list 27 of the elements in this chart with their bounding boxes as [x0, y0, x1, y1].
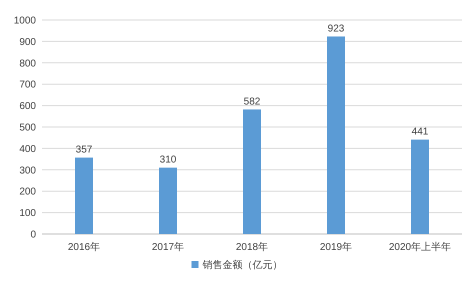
bar: [411, 140, 429, 234]
x-tick-label: 2020年上半年: [388, 241, 452, 253]
data-label: 582: [244, 96, 261, 108]
data-label: 923: [328, 23, 345, 34]
x-tick-label: 2017年: [152, 241, 184, 253]
bar: [327, 36, 345, 234]
y-tick-label: 400: [19, 144, 36, 155]
x-tick-label: 2016年: [68, 241, 100, 253]
bar: [243, 109, 261, 234]
y-tick-label: 300: [19, 165, 36, 176]
y-tick-label: 800: [19, 58, 36, 70]
bar: [75, 158, 93, 234]
y-tick-label: 900: [19, 36, 36, 48]
y-tick-label: 100: [19, 208, 36, 220]
x-tick-label: 2019年: [320, 241, 352, 253]
data-label: 441: [412, 126, 429, 138]
x-tick-label: 2018年: [236, 241, 268, 253]
legend-label: 销售金额（亿元）: [202, 259, 282, 271]
data-label: 310: [160, 154, 177, 166]
y-tick-label: 700: [19, 80, 36, 91]
bar: [159, 168, 177, 234]
data-label: 357: [76, 144, 93, 156]
y-tick-label: 0: [30, 230, 36, 240]
y-tick-label: 500: [19, 122, 36, 134]
y-tick-label: 600: [19, 101, 36, 112]
y-tick-label: 200: [19, 186, 36, 198]
y-tick-label: 1000: [14, 16, 36, 26]
